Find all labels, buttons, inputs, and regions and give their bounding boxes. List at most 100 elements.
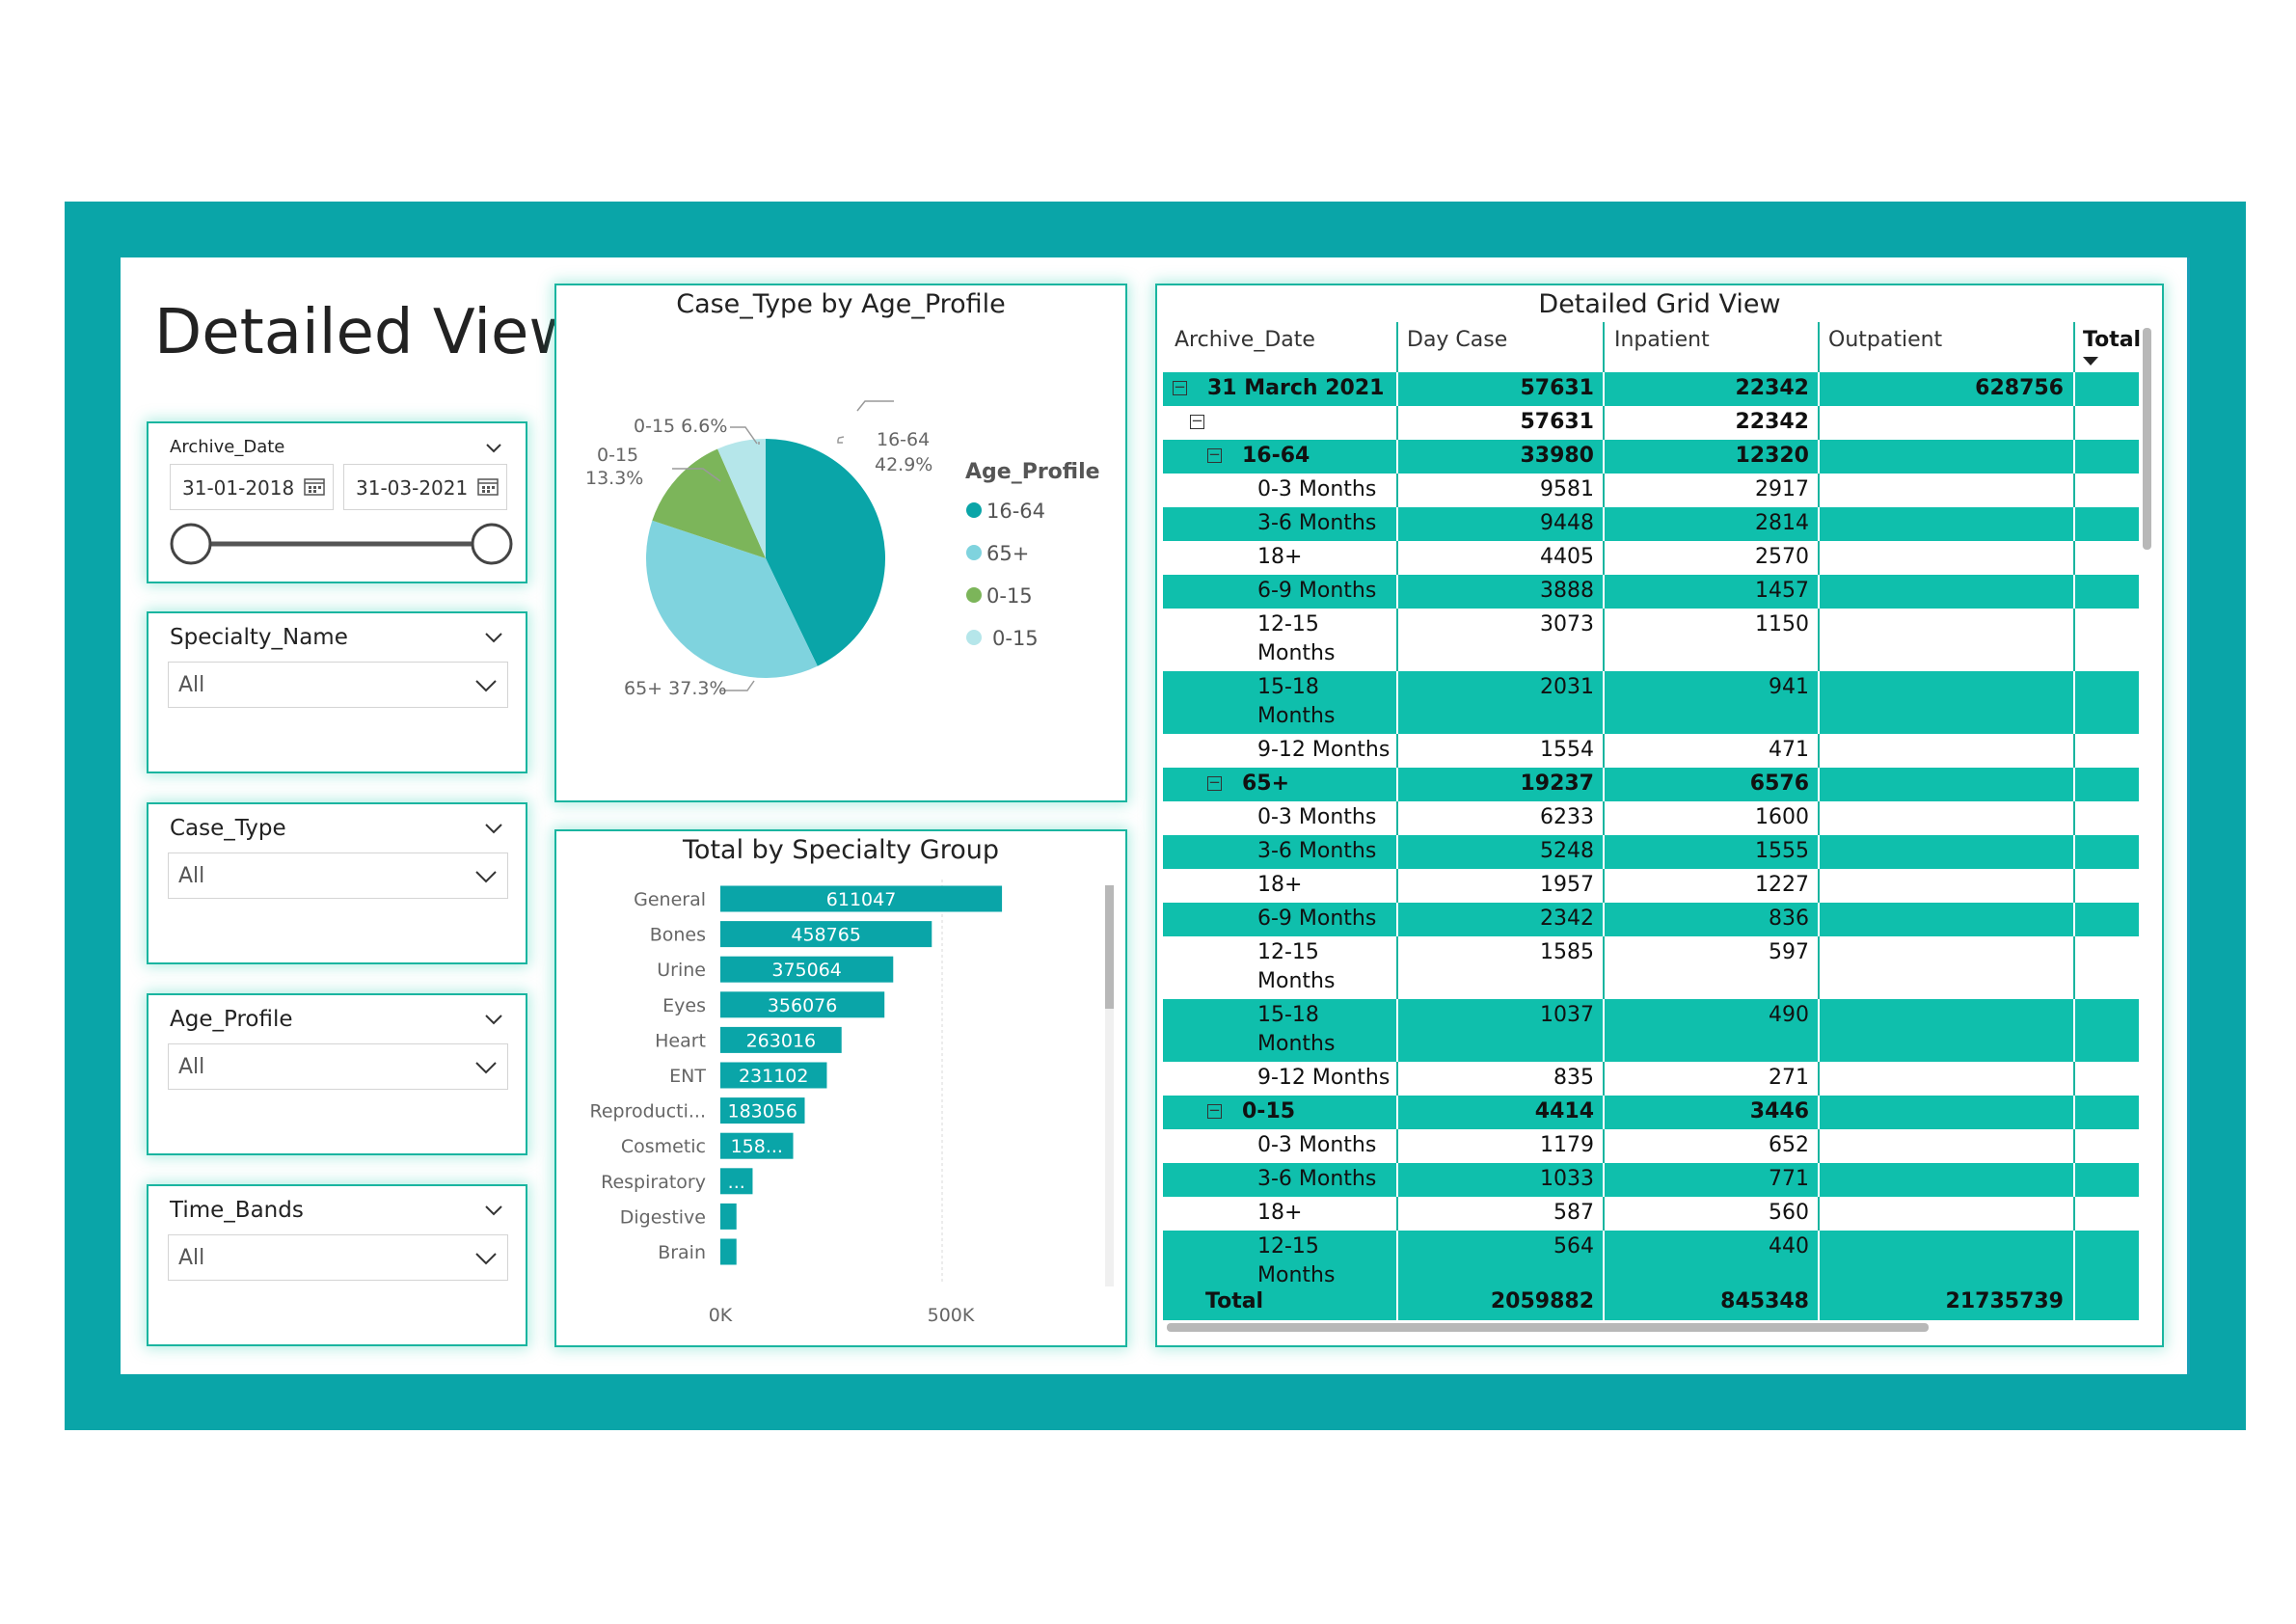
table-row[interactable] — [1163, 768, 2139, 801]
chevron-down-icon[interactable] — [483, 1200, 504, 1221]
case-type-dropdown[interactable]: All — [168, 853, 508, 899]
bar-brain[interactable] — [720, 1238, 737, 1265]
collapse-icon[interactable]: − — [1207, 773, 1222, 791]
table-row[interactable] — [1163, 1096, 2139, 1129]
grid-horizontal-scrollbar[interactable] — [1167, 1323, 1929, 1332]
legend-item-16-64[interactable]: 16-64 — [986, 500, 1045, 523]
end-date-input[interactable]: 31-03-2021 — [343, 464, 507, 510]
grid-header-total[interactable]: Total — [2083, 328, 2142, 352]
table-row[interactable] — [1163, 1062, 2139, 1096]
table-row[interactable] — [1163, 541, 2139, 575]
collapse-icon[interactable]: − — [1207, 1101, 1222, 1119]
table-row[interactable] — [1163, 575, 2139, 609]
inpatient-value: 771 — [1769, 1167, 1809, 1191]
pie-chart-card[interactable]: Case_Type by Age_Profile 0-15 6.6% 0-15 … — [554, 284, 1127, 802]
time-bands-dropdown[interactable]: All — [168, 1234, 508, 1281]
table-row[interactable] — [1163, 903, 2139, 936]
age-profile-slicer[interactable]: Age_Profile All — [147, 993, 527, 1155]
bar-eyes[interactable] — [720, 991, 885, 1018]
pie-slice-1[interactable] — [646, 520, 818, 678]
chevron-down-icon[interactable] — [483, 818, 504, 839]
grid-cell-divider — [2073, 869, 2075, 903]
pie-slice-0[interactable] — [766, 439, 885, 666]
bar-chart[interactable]: General 611047 Bones 458765 Urine 375064 Eyes 3… — [556, 831, 1125, 1345]
archive-date-slicer[interactable]: Archive_Date 31-01-2018 31-03-2021 — [147, 421, 527, 583]
sort-descending-icon[interactable] — [2083, 357, 2098, 365]
table-row[interactable] — [1163, 835, 2139, 869]
grid-cell-divider — [1818, 609, 1820, 671]
chevron-down-icon[interactable] — [483, 1009, 504, 1030]
chevron-down-icon[interactable] — [474, 1247, 498, 1270]
row-label: 0-3 Months — [1257, 1133, 1377, 1157]
calendar-icon[interactable] — [477, 476, 499, 496]
legend-item-65plus[interactable]: 65+ — [986, 542, 1029, 565]
slider-start-handle[interactable] — [170, 523, 212, 565]
pie-slice-2[interactable] — [652, 448, 766, 558]
legend-item-0-15[interactable]: 0-15 — [986, 584, 1033, 608]
table-row[interactable] — [1163, 869, 2139, 903]
grid-header-outpatient[interactable]: Outpatient — [1828, 328, 1943, 352]
row-label: 65+ — [1242, 771, 1290, 796]
collapse-icon[interactable]: − — [1190, 412, 1204, 429]
bar-category-label: Urine — [657, 960, 706, 981]
chevron-down-icon[interactable] — [474, 674, 498, 697]
table-row[interactable] — [1163, 1197, 2139, 1231]
bar-general[interactable] — [720, 885, 1003, 912]
table-row[interactable] — [1163, 734, 2139, 768]
calendar-icon[interactable] — [304, 476, 325, 496]
table-row[interactable] — [1163, 609, 2139, 671]
slider-end-handle[interactable] — [471, 523, 513, 565]
row-label: 6-9 Months — [1257, 579, 1377, 603]
pie-chart-title: Case_Type by Age_Profile — [676, 289, 1006, 319]
grid-cell-divider — [1396, 999, 1398, 1062]
bar-digestive[interactable] — [720, 1203, 737, 1230]
table-row[interactable] — [1163, 372, 2139, 406]
table-row[interactable] — [1163, 474, 2139, 507]
table-row[interactable] — [1163, 999, 2139, 1062]
bar-chart-title: Total by Specialty Group — [683, 835, 999, 865]
pie-slice-3[interactable] — [717, 439, 766, 558]
table-row[interactable] — [1163, 671, 2139, 734]
grid-header-archive-date[interactable]: Archive_Date — [1175, 328, 1315, 352]
bar-bones[interactable] — [720, 921, 932, 948]
table-row[interactable] — [1163, 1129, 2139, 1163]
table-row[interactable] — [1163, 406, 2139, 440]
collapse-icon[interactable]: − — [1207, 446, 1222, 463]
day-case-value: 835 — [1553, 1066, 1594, 1090]
bar-reproducti[interactable] — [720, 1097, 805, 1124]
bar-heart[interactable] — [720, 1026, 842, 1053]
grid-header-day-case[interactable]: Day Case — [1407, 328, 1508, 352]
chevron-down-icon[interactable] — [483, 437, 504, 458]
bar-chart-card[interactable]: Total by Specialty Group General 611047 Bo… — [554, 829, 1127, 1347]
age-profile-dropdown[interactable]: All — [168, 1043, 508, 1090]
grid-header-inpatient[interactable]: Inpatient — [1614, 328, 1710, 352]
specialty-slicer[interactable]: Specialty_Name All — [147, 611, 527, 773]
table-row[interactable] — [1163, 936, 2139, 999]
bar-cosmetic[interactable] — [720, 1132, 794, 1159]
time-bands-slicer[interactable]: Time_Bands All — [147, 1184, 527, 1346]
chevron-down-icon[interactable] — [483, 627, 504, 648]
start-date-input[interactable]: 31-01-2018 — [170, 464, 334, 510]
table-row[interactable] — [1163, 1231, 2139, 1286]
table-row[interactable] — [1163, 440, 2139, 474]
collapse-icon[interactable]: − — [1173, 378, 1187, 395]
bar-respiratory[interactable] — [720, 1168, 753, 1195]
chevron-down-icon[interactable] — [474, 865, 498, 888]
bar-ent[interactable] — [720, 1062, 827, 1089]
bar-data-label: 356076 — [768, 995, 838, 1016]
bar-chart-scrollbar[interactable] — [1105, 885, 1114, 1009]
pie-chart[interactable]: 0-15 6.6% 0-15 13.3% 16-64 42.9% 65+ 37.… — [556, 285, 1125, 800]
case-type-slicer[interactable]: Case_Type All — [147, 802, 527, 964]
legend-item-0-15-light[interactable]: 0-15 — [992, 627, 1039, 650]
legend-title: Age_Profile — [965, 460, 1100, 484]
chevron-down-icon[interactable] — [474, 1056, 498, 1079]
inpatient-value: 440 — [1769, 1234, 1809, 1259]
table-row[interactable] — [1163, 801, 2139, 835]
date-range-slider[interactable] — [170, 520, 517, 568]
grid-vertical-scrollbar[interactable] — [2143, 328, 2151, 550]
table-row[interactable] — [1163, 507, 2139, 541]
specialty-dropdown[interactable]: All — [168, 662, 508, 708]
table-row[interactable] — [1163, 1163, 2139, 1197]
day-case-value: 1033 — [1540, 1167, 1594, 1191]
bar-urine[interactable] — [720, 956, 894, 983]
